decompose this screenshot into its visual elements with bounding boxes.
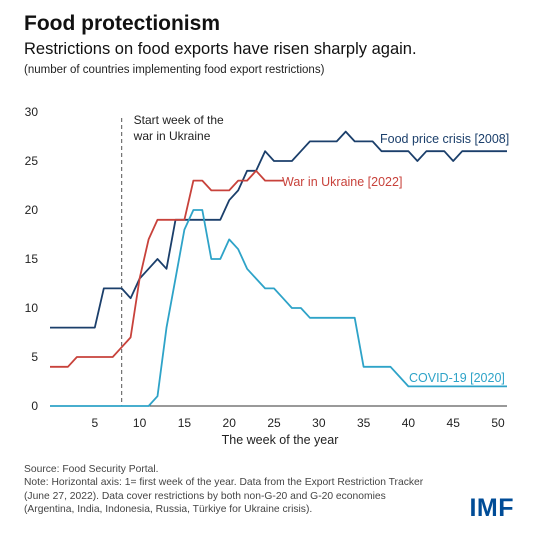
chart-subtitle: Restrictions on food exports have risen … — [24, 40, 417, 58]
y-tick-label: 15 — [25, 252, 39, 266]
x-tick-label: 50 — [491, 416, 505, 430]
y-tick-label: 20 — [25, 203, 39, 217]
series-label-1: War in Ukraine [2022] — [282, 175, 402, 189]
source-notes: Source: Food Security Portal. Note: Hori… — [24, 463, 444, 517]
chart-title: Food protectionism — [24, 12, 220, 35]
note-line: (Argentina, India, Indonesia, Russia, Tü… — [24, 504, 313, 516]
x-tick-label: 35 — [357, 416, 371, 430]
y-tick-label: 25 — [25, 154, 39, 168]
x-tick-label: 10 — [133, 416, 147, 430]
x-tick-label: 40 — [402, 416, 416, 430]
x-tick-label: 20 — [223, 416, 237, 430]
series-line-0 — [50, 130, 507, 329]
line-chart: 0 5 10 15 20 25 30 5 10 15 20 25 30 35 40 45 50 Start we… — [25, 105, 510, 447]
y-tick-label: 5 — [31, 350, 38, 364]
note-line: Note: Horizontal axis: 1= first week of … — [24, 477, 424, 489]
y-tick-label: 10 — [25, 301, 39, 315]
y-tick-label: 30 — [25, 105, 39, 119]
x-tick-label: 45 — [447, 416, 461, 430]
annotation-text: Start week of the — [134, 113, 224, 127]
x-axis-label: The week of the year — [222, 433, 339, 447]
chart-series — [50, 130, 507, 407]
series-label-2: COVID-19 [2020] — [409, 371, 505, 385]
series-line-1 — [50, 169, 283, 368]
war-start-annotation: Start week of the war in Ukraine — [121, 113, 224, 406]
imf-logo: IMF — [469, 494, 514, 522]
annotation-text: war in Ukraine — [133, 129, 211, 143]
series-labels: Food price crisis [2008] War in Ukraine [… — [282, 132, 509, 385]
x-tick-label: 30 — [312, 416, 326, 430]
x-tick-label: 5 — [91, 416, 98, 430]
y-tick-label: 0 — [31, 399, 38, 413]
x-tick-label: 15 — [178, 416, 192, 430]
series-label-0: Food price crisis [2008] — [380, 132, 509, 146]
note-line: (June 27, 2022). Data cover restrictions… — [24, 490, 386, 502]
series-line-2 — [50, 209, 507, 407]
source-line: Source: Food Security Portal. — [24, 464, 159, 475]
x-tick-label: 25 — [267, 416, 281, 430]
unit-note: (number of countries implementing food e… — [24, 64, 325, 76]
